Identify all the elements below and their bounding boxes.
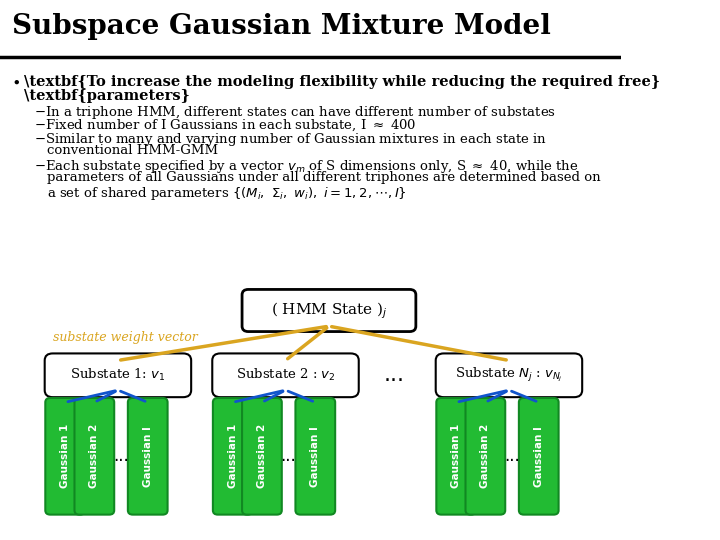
Text: Gaussian 2: Gaussian 2 [257, 424, 267, 488]
FancyBboxPatch shape [212, 354, 359, 397]
Text: Subspace Gaussian Mixture Model: Subspace Gaussian Mixture Model [12, 14, 552, 40]
Text: Gaussian 1: Gaussian 1 [60, 424, 70, 488]
FancyBboxPatch shape [466, 398, 505, 515]
Text: ...: ... [384, 365, 405, 386]
FancyBboxPatch shape [74, 398, 114, 515]
Text: ...: ... [113, 447, 129, 465]
Text: parameters of all Gaussians under all different triphones are determined based o: parameters of all Gaussians under all di… [47, 171, 600, 184]
FancyBboxPatch shape [242, 289, 416, 332]
FancyBboxPatch shape [436, 398, 476, 515]
Text: a set of shared parameters $\{(M_i,\ \Sigma_i,\ w_i),\ i=1,2,\cdots,I\}$: a set of shared parameters $\{(M_i,\ \Si… [47, 185, 406, 201]
Text: \textbf{To increase the modeling flexibility while reducing the required free}: \textbf{To increase the modeling flexibi… [24, 75, 660, 89]
FancyBboxPatch shape [45, 354, 192, 397]
Text: substate weight vector: substate weight vector [53, 331, 197, 344]
Text: Gaussian 2: Gaussian 2 [480, 424, 490, 488]
FancyBboxPatch shape [295, 398, 336, 515]
Text: Gaussian I: Gaussian I [310, 426, 320, 487]
Text: \textbf{parameters}: \textbf{parameters} [24, 89, 189, 103]
FancyBboxPatch shape [128, 398, 168, 515]
Text: conventional HMM-GMM: conventional HMM-GMM [47, 144, 217, 157]
Text: Gaussian 1: Gaussian 1 [451, 424, 462, 488]
FancyBboxPatch shape [45, 398, 85, 515]
Text: ...: ... [281, 447, 297, 465]
Text: Gaussian 1: Gaussian 1 [228, 424, 238, 488]
Text: $-$Each substate specified by a vector $v_m$ of S dimensions only, S $\approx$ 4: $-$Each substate specified by a vector $… [34, 158, 579, 174]
FancyBboxPatch shape [519, 398, 559, 515]
Text: $-$In a triphone HMM, different states can have different number of substates: $-$In a triphone HMM, different states c… [34, 104, 556, 120]
Text: Substate $N_j$ : $v_{N_j}$: Substate $N_j$ : $v_{N_j}$ [455, 366, 563, 384]
Text: Substate 2 : $v_2$: Substate 2 : $v_2$ [235, 367, 336, 383]
FancyBboxPatch shape [242, 398, 282, 515]
Text: ...: ... [504, 447, 520, 465]
Text: Substate 1: $v_1$: Substate 1: $v_1$ [71, 367, 166, 383]
FancyBboxPatch shape [213, 398, 253, 515]
Text: Gaussian 2: Gaussian 2 [89, 424, 99, 488]
Text: $-$Fixed number of I Gaussians in each substate, I $\approx$ 400: $-$Fixed number of I Gaussians in each s… [34, 117, 417, 133]
Text: $\bullet$: $\bullet$ [12, 75, 20, 89]
Text: Gaussian I: Gaussian I [534, 426, 544, 487]
Text: Gaussian I: Gaussian I [143, 426, 153, 487]
FancyBboxPatch shape [436, 354, 582, 397]
Text: ( HMM State )$_j$: ( HMM State )$_j$ [271, 300, 387, 321]
Text: $-$Similar to many and varying number of Gaussian mixtures in each state in: $-$Similar to many and varying number of… [34, 131, 547, 147]
